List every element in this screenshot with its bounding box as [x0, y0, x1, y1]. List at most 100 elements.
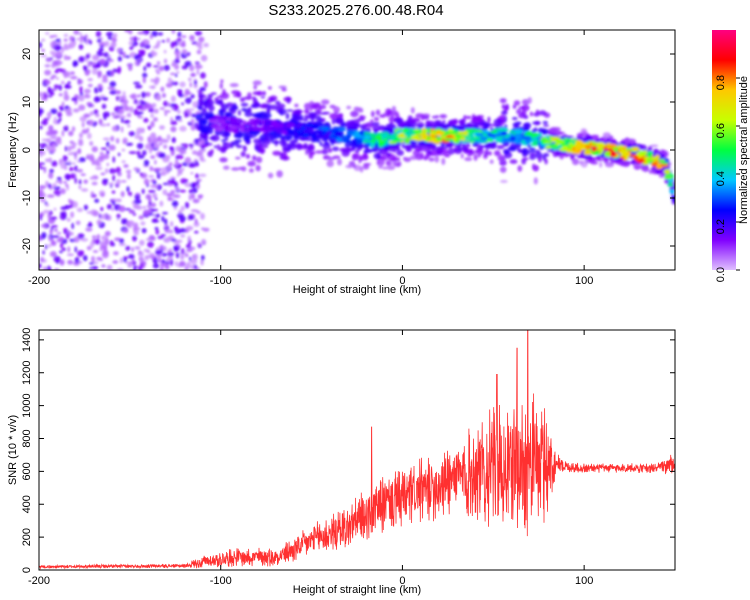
spectrogram-cell [192, 198, 200, 204]
spectrogram-cell [174, 181, 179, 188]
spectrogram-cell [447, 142, 453, 148]
spectrogram-cell [123, 164, 129, 168]
spectrogram-cell [75, 221, 81, 225]
spectrogram-cell [534, 120, 541, 126]
spectrogram-cell [150, 146, 154, 151]
spectrogram-cell [52, 60, 59, 66]
spectrogram-cell [97, 70, 102, 78]
spectrogram-cell [170, 72, 176, 76]
spectrogram-cell [163, 110, 171, 113]
spectrogram-cell [344, 141, 352, 148]
spectrogram-cell [386, 109, 392, 116]
spectrogram-cell [69, 167, 74, 172]
spectrogram-cell [107, 123, 110, 126]
spectrogram-cell [99, 58, 106, 65]
spectrogram-cell [190, 147, 193, 150]
spectrogram-cell [170, 95, 176, 103]
spectrogram-cell [152, 180, 157, 185]
spectrogram-cell [219, 157, 228, 163]
spectrogram-cell [316, 137, 321, 143]
spectrogram-cell [78, 56, 85, 63]
spectrogram-cell [63, 33, 69, 37]
spectrogram-cell [86, 127, 90, 133]
spectrogram-cell [305, 149, 309, 155]
spectrogram-cell [210, 124, 220, 128]
snr-x-tick-label: -200 [28, 575, 50, 587]
spectrogram-cell [188, 143, 194, 148]
spectrogram-cell [237, 109, 241, 116]
spectrogram-cell [281, 88, 287, 92]
spectrogram-cell [185, 97, 192, 104]
spectrogram-cell [391, 105, 396, 112]
spectrogram-cell [200, 254, 205, 261]
spectrogram-cell [122, 91, 126, 97]
spectrogram-cell [78, 32, 83, 36]
spectrogram-cell [99, 151, 104, 156]
spectrogram-cell [59, 179, 63, 185]
spectrogram-cell [462, 130, 468, 136]
spectrogram-cell [166, 37, 170, 43]
spectrogram-cell [153, 208, 158, 212]
spectrogram-cell [143, 248, 150, 253]
spectrogram-cell [220, 130, 228, 138]
spectrogram-cell [63, 54, 67, 61]
spectrogram-cell [94, 198, 100, 203]
spectrogram-cell [143, 117, 149, 123]
spectrogram-cell [543, 152, 550, 157]
spectrogram-cell [462, 123, 466, 129]
spectrogram-cell [248, 168, 254, 173]
spectrogram-cell [170, 221, 174, 227]
spectrogram-cell [87, 69, 91, 74]
spectrogram-cell [57, 111, 62, 118]
spectrogram-y-tick-label: 20 [21, 48, 33, 60]
spectrogram-cell [198, 89, 203, 93]
spectrogram-cell [443, 152, 451, 158]
spectrogram-cell [74, 151, 78, 157]
spectrogram-cell [159, 266, 164, 270]
spectrogram-cell [42, 267, 48, 270]
spectrogram-cell [609, 151, 617, 158]
spectrogram-cell [78, 179, 82, 185]
spectrogram-cell [152, 218, 158, 223]
spectrogram-cell [77, 148, 82, 155]
spectrogram-cell [504, 105, 509, 111]
spectrogram-cell [89, 141, 94, 146]
spectrogram-cell [422, 135, 427, 141]
spectrogram-cell [83, 179, 88, 184]
spectrogram-cell [329, 113, 338, 120]
spectrogram-cell [583, 150, 592, 156]
snr-x-tick-label: 0 [399, 575, 405, 587]
spectrogram-cell [179, 189, 186, 193]
spectrogram-cell [427, 150, 432, 154]
spectrogram-cell [465, 144, 471, 147]
spectrogram-cell [636, 158, 646, 163]
spectrogram-cell [106, 162, 110, 167]
spectrogram-cell [378, 164, 383, 169]
spectrogram-cell [170, 190, 176, 193]
spectrogram-cell [189, 259, 198, 264]
spectrogram-cell [46, 265, 52, 270]
spectrogram-cell [565, 138, 571, 143]
spectrogram-cell [194, 218, 198, 225]
spectrogram-cell [392, 138, 398, 142]
spectrogram-cell [112, 115, 120, 119]
spectrogram-cell [346, 105, 352, 110]
spectrogram-cell [304, 123, 315, 127]
spectrogram-cell [95, 113, 100, 118]
spectrogram-cell [90, 191, 94, 196]
spectrogram-cell [100, 192, 105, 197]
spectrogram-cell [74, 246, 78, 253]
spectrogram-cell [92, 54, 100, 61]
spectrogram-cell [66, 230, 70, 234]
spectrogram-cell [345, 140, 353, 143]
spectrogram-x-tick-label: 0 [399, 275, 405, 287]
spectrogram-cell [345, 120, 354, 128]
spectrogram-cell [117, 152, 121, 157]
spectrogram-cell [177, 169, 184, 173]
spectrogram-cell [143, 65, 147, 72]
spectrogram-cell [165, 170, 170, 174]
spectrogram-cell [43, 117, 50, 121]
spectrogram-cell [499, 159, 507, 166]
spectrogram-cell [119, 257, 123, 264]
